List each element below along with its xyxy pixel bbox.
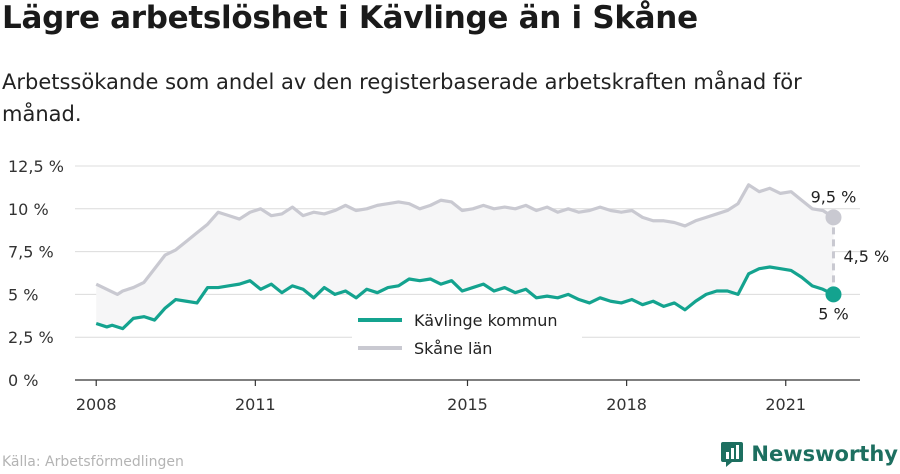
legend-label: Skåne län — [414, 339, 492, 358]
page-subtitle: Arbetssökande som andel av den registerb… — [2, 70, 802, 126]
newsworthy-logo-icon — [721, 442, 744, 467]
page-title: Lägre arbetslöshet i Kävlinge än i Skåne — [2, 0, 698, 36]
end-label-skane: 9,5 % — [811, 187, 857, 206]
difference-label: 4,5 % — [843, 247, 889, 266]
source-note: Källa: Arbetsförmedlingen — [2, 454, 184, 470]
legend-label: Kävlinge kommun — [414, 311, 558, 330]
x-tick-label: 2021 — [765, 395, 806, 414]
y-tick-label: 5 % — [8, 285, 38, 304]
y-tick-label: 10 % — [8, 200, 49, 219]
brand-logo: Newsworthy — [720, 440, 898, 468]
x-tick-label: 2018 — [606, 395, 647, 414]
series-line-kavlinge — [95, 265, 835, 331]
end-marker-kavlinge — [825, 286, 842, 303]
x-tick-label: 2011 — [235, 395, 276, 414]
series-line-skane — [95, 183, 835, 296]
y-tick-label: 0 % — [8, 371, 38, 390]
y-tick-label: 2,5 % — [8, 328, 54, 347]
y-tick-label: 12,5 % — [8, 157, 64, 176]
brand-name: Newsworthy — [751, 442, 898, 466]
x-tick-label: 2008 — [76, 395, 117, 414]
legend-box — [352, 306, 582, 366]
end-label-kavlinge: 5 % — [818, 304, 848, 323]
x-tick-label: 2015 — [447, 395, 488, 414]
y-tick-label: 7,5 % — [8, 243, 54, 262]
end-marker-skane — [825, 209, 842, 226]
